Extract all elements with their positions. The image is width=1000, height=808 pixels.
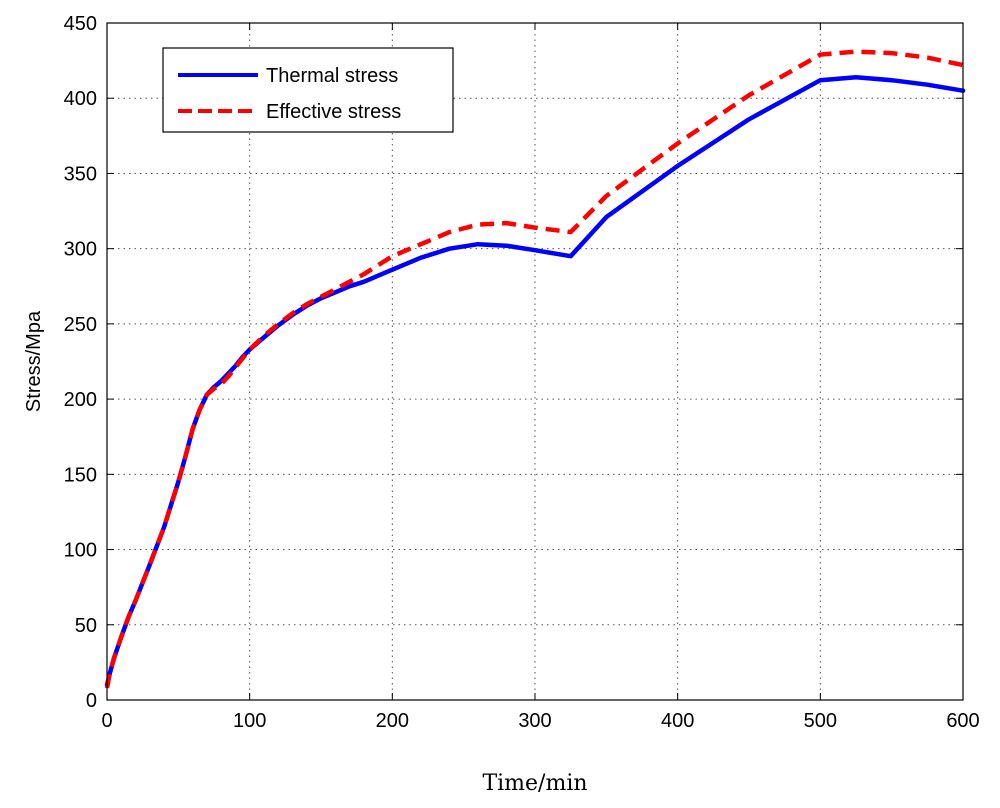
y-axis-label: Stress/Mpa xyxy=(23,310,45,412)
series-lines xyxy=(104,49,966,689)
x-tick-label: 500 xyxy=(804,710,837,732)
y-tick-label: 200 xyxy=(64,389,97,411)
y-tick-label: 350 xyxy=(64,163,97,185)
x-tick-label: 0 xyxy=(101,710,112,732)
y-tick-label: 250 xyxy=(64,314,97,336)
y-tick-label: 50 xyxy=(75,615,97,637)
axis-ticks: 0 100 200 300 400 500 600 0 50 100 150 200 250 300 350… xyxy=(64,13,980,732)
legend-label-effective-stress: Effective stress xyxy=(266,101,401,123)
x-tick-label: 100 xyxy=(233,710,266,732)
y-tick-label: 450 xyxy=(64,13,97,35)
legend: Thermal stress Effective stress xyxy=(162,47,454,133)
x-tick-label: 400 xyxy=(661,710,694,732)
y-tick-label: 300 xyxy=(64,239,97,261)
y-tick-label: 100 xyxy=(64,540,97,562)
series-line-effective-stress xyxy=(104,49,964,689)
y-tick-label: 150 xyxy=(64,464,97,486)
y-tick-label: 400 xyxy=(64,88,97,110)
legend-box xyxy=(162,47,454,133)
x-tick-label: 600 xyxy=(946,710,979,732)
x-tick-label: 300 xyxy=(518,710,551,732)
x-axis-label: Time/min xyxy=(482,771,587,796)
legend-label-thermal-stress: Thermal stress xyxy=(266,65,398,87)
x-tick-label: 200 xyxy=(376,710,409,732)
y-tick-label: 0 xyxy=(86,690,97,712)
